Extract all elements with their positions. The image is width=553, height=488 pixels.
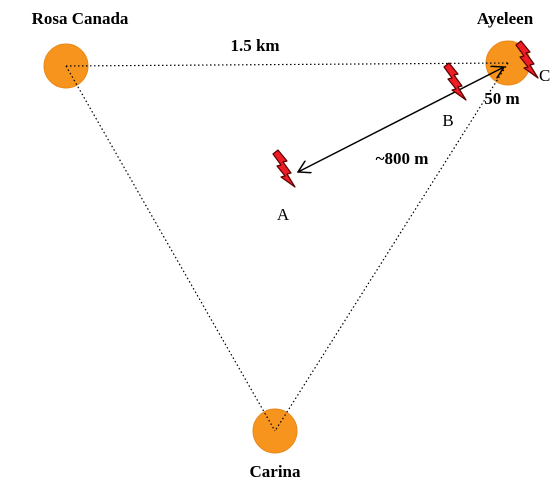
antenna-icon	[443, 62, 467, 101]
dotted-edge	[65, 62, 509, 67]
double-arrow	[298, 67, 504, 172]
distance-label: 1.5 km	[230, 36, 279, 55]
distance-label: ~800 m	[376, 149, 429, 168]
dotted-edge	[65, 65, 276, 432]
distance-label: 50 m	[484, 89, 519, 108]
node-label: Ayeleen	[477, 9, 534, 28]
node-label: Rosa Canada	[32, 9, 129, 28]
dotted-edge	[274, 62, 509, 432]
point-label: B	[442, 111, 453, 130]
node-label: Carina	[250, 462, 302, 481]
point-label: A	[277, 205, 290, 224]
point-label: C	[539, 66, 550, 85]
antenna-icon	[272, 149, 296, 188]
node-circle	[252, 408, 298, 454]
